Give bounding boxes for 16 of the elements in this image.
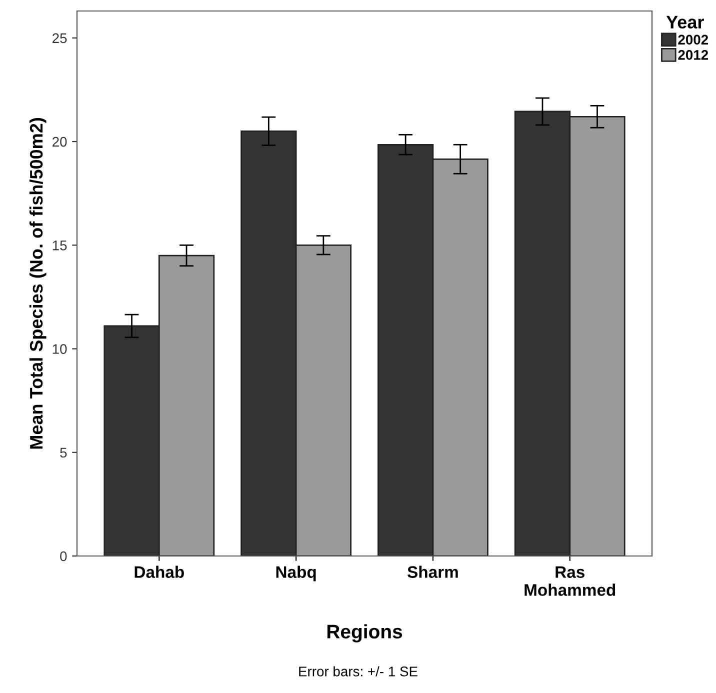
y-tick-label: 10 xyxy=(52,344,67,354)
legend-label: 2012 xyxy=(678,50,708,60)
x-tick-label: Ras Mohammed xyxy=(524,566,616,596)
y-tick-label: 0 xyxy=(60,551,67,562)
x-axis-title: Regions xyxy=(327,624,402,642)
x-tick-label: Nabq xyxy=(276,566,316,582)
legend-label: 2002 xyxy=(678,34,708,45)
x-tick-label: Dahab xyxy=(134,566,184,578)
text: Error bars: +/- 1 SE xyxy=(299,666,418,676)
y-tick-label: 20 xyxy=(52,136,67,147)
y-axis-title: Mean Total Species (No. of fish/500m2) xyxy=(29,118,46,449)
y-tick-label: 5 xyxy=(60,448,67,458)
x-tick-label: Sharm xyxy=(407,566,458,578)
y-tick-label: 25 xyxy=(52,33,67,44)
y-tick-label: 15 xyxy=(52,240,67,250)
legend-title: Year xyxy=(666,16,704,29)
